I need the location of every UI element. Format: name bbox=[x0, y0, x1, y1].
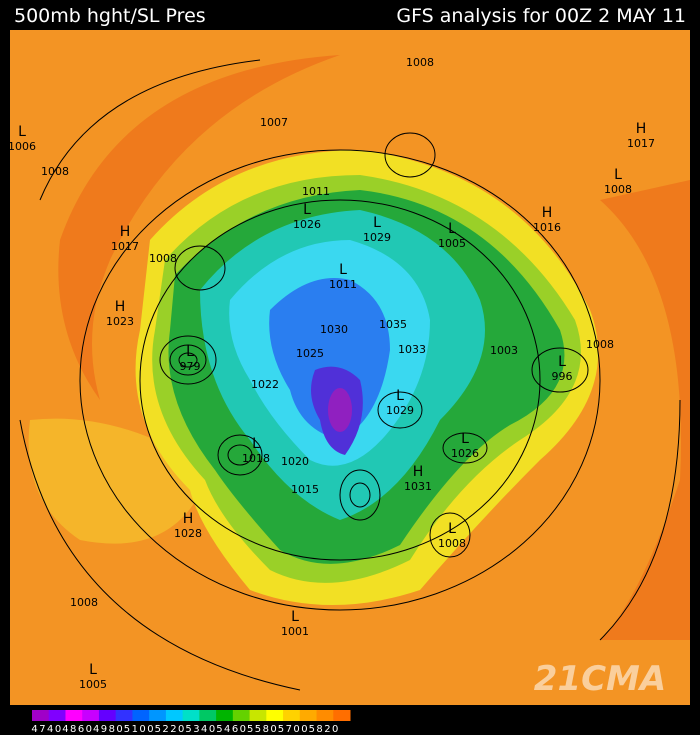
pressure-symbol: H bbox=[413, 464, 424, 480]
colorbar-label: 5340 bbox=[185, 724, 215, 735]
pressure-value: 1008 bbox=[604, 183, 632, 196]
pressure-symbol: L bbox=[558, 354, 566, 370]
pressure-symbol: L bbox=[396, 388, 404, 404]
colorbar-label: 4860 bbox=[62, 724, 92, 735]
pressure-symbol: H bbox=[120, 224, 131, 240]
pressure-value: 1029 bbox=[363, 231, 391, 244]
pressure-symbol: L bbox=[461, 431, 469, 447]
pressure-value: 1031 bbox=[404, 480, 432, 493]
pressure-symbol: L bbox=[18, 124, 26, 140]
pressure-value: 1006 bbox=[8, 140, 36, 153]
title-left: 500mb hght/SL Pres bbox=[14, 5, 206, 27]
pressure-value: 1008 bbox=[586, 338, 614, 351]
pressure-symbol: L bbox=[186, 344, 194, 360]
colorbar-swatch bbox=[115, 710, 133, 721]
colorbar-label: 5580 bbox=[247, 724, 277, 735]
colorbar-swatch bbox=[132, 710, 150, 721]
pressure-value: 1011 bbox=[329, 278, 357, 291]
pressure-value: 1003 bbox=[490, 344, 518, 357]
colorbar-swatch bbox=[32, 710, 50, 721]
colorbar-swatch bbox=[316, 710, 334, 721]
pressure-value: 1015 bbox=[291, 483, 319, 496]
pressure-value: 1005 bbox=[438, 237, 466, 250]
pressure-value: 1008 bbox=[406, 56, 434, 69]
pressure-value: 1026 bbox=[451, 447, 479, 460]
pressure-value: 1022 bbox=[251, 378, 279, 391]
pressure-value: 1030 bbox=[320, 323, 348, 336]
pressure-value: 1020 bbox=[281, 455, 309, 468]
colorbar-swatch bbox=[199, 710, 217, 721]
band bbox=[600, 180, 690, 640]
pressure-value: 1005 bbox=[79, 678, 107, 691]
isobars bbox=[19, 59, 681, 691]
colorbar-swatch bbox=[48, 710, 66, 721]
pressure-value: 1033 bbox=[398, 343, 426, 356]
pressure-symbol: H bbox=[115, 299, 126, 315]
pressure-value: 1023 bbox=[106, 315, 134, 328]
colorbar-swatch bbox=[266, 710, 284, 721]
pressure-symbol: H bbox=[183, 511, 194, 527]
colorbar-swatch bbox=[149, 710, 167, 721]
colorbar-label: 5220 bbox=[155, 724, 185, 735]
pressure-value: 1018 bbox=[242, 452, 270, 465]
pressure-value: 1008 bbox=[41, 165, 69, 178]
pressure-value: 979 bbox=[180, 360, 201, 373]
title-right: GFS analysis for 00Z 2 MAY 11 bbox=[396, 5, 686, 27]
colorbar-swatch bbox=[283, 710, 301, 721]
colorbar-label: 5460 bbox=[216, 724, 246, 735]
pressure-symbol: L bbox=[303, 202, 311, 218]
band bbox=[58, 55, 340, 400]
colorbar-label: 4740 bbox=[31, 724, 61, 735]
pressure-value: 1007 bbox=[260, 116, 288, 129]
colorbar-label: 5100 bbox=[124, 724, 154, 735]
pressure-value: 1008 bbox=[149, 252, 177, 265]
pressure-symbol: L bbox=[373, 215, 381, 231]
pressure-value: 1029 bbox=[386, 404, 414, 417]
pressure-symbol: L bbox=[448, 221, 456, 237]
pressure-value: 1017 bbox=[627, 137, 655, 150]
field-violet bbox=[328, 388, 352, 432]
pressure-symbol: L bbox=[339, 262, 347, 278]
pressure-value: 1001 bbox=[281, 625, 309, 638]
colorbar-swatch bbox=[299, 710, 318, 721]
colorbar-swatch bbox=[333, 710, 351, 721]
pressure-value: 1008 bbox=[70, 596, 98, 609]
pressure-value: 1025 bbox=[296, 347, 324, 360]
colorbar: 4740 4860 4980 5100 5220 5340 5460 5580 5700 5820 bbox=[31, 710, 351, 735]
colorbar-swatch bbox=[182, 710, 200, 721]
pressure-value: 1028 bbox=[174, 527, 202, 540]
pressure-value: 1026 bbox=[293, 218, 321, 231]
colorbar-swatch bbox=[216, 710, 234, 721]
pressure-symbol: L bbox=[614, 167, 622, 183]
colorbar-swatch bbox=[98, 710, 117, 721]
pressure-value: 1035 bbox=[379, 318, 407, 331]
pressure-symbol: L bbox=[291, 609, 299, 625]
colorbar-label: 5700 bbox=[278, 724, 308, 735]
colorbar-swatch bbox=[232, 710, 251, 721]
pressure-value: 1008 bbox=[438, 537, 466, 550]
colorbar-label: 5820 bbox=[309, 724, 339, 735]
pressure-symbol: L bbox=[448, 521, 456, 537]
pressure-value: 1016 bbox=[533, 221, 561, 234]
colorbar-swatch bbox=[65, 710, 83, 721]
watermark: 21CMA bbox=[534, 659, 666, 699]
pressure-symbol: H bbox=[636, 121, 647, 137]
pressure-symbol: L bbox=[89, 662, 97, 678]
pressure-symbol: L bbox=[252, 436, 260, 452]
colorbar-swatch bbox=[82, 710, 100, 721]
colorbar-swatch bbox=[165, 710, 184, 721]
pressure-symbol: H bbox=[542, 205, 553, 221]
colorbar-swatch bbox=[249, 710, 267, 721]
pressure-value: 1017 bbox=[111, 240, 139, 253]
pressure-value: 996 bbox=[552, 370, 573, 383]
pressure-value: 1011 bbox=[302, 185, 330, 198]
colorbar-label: 4980 bbox=[93, 724, 123, 735]
